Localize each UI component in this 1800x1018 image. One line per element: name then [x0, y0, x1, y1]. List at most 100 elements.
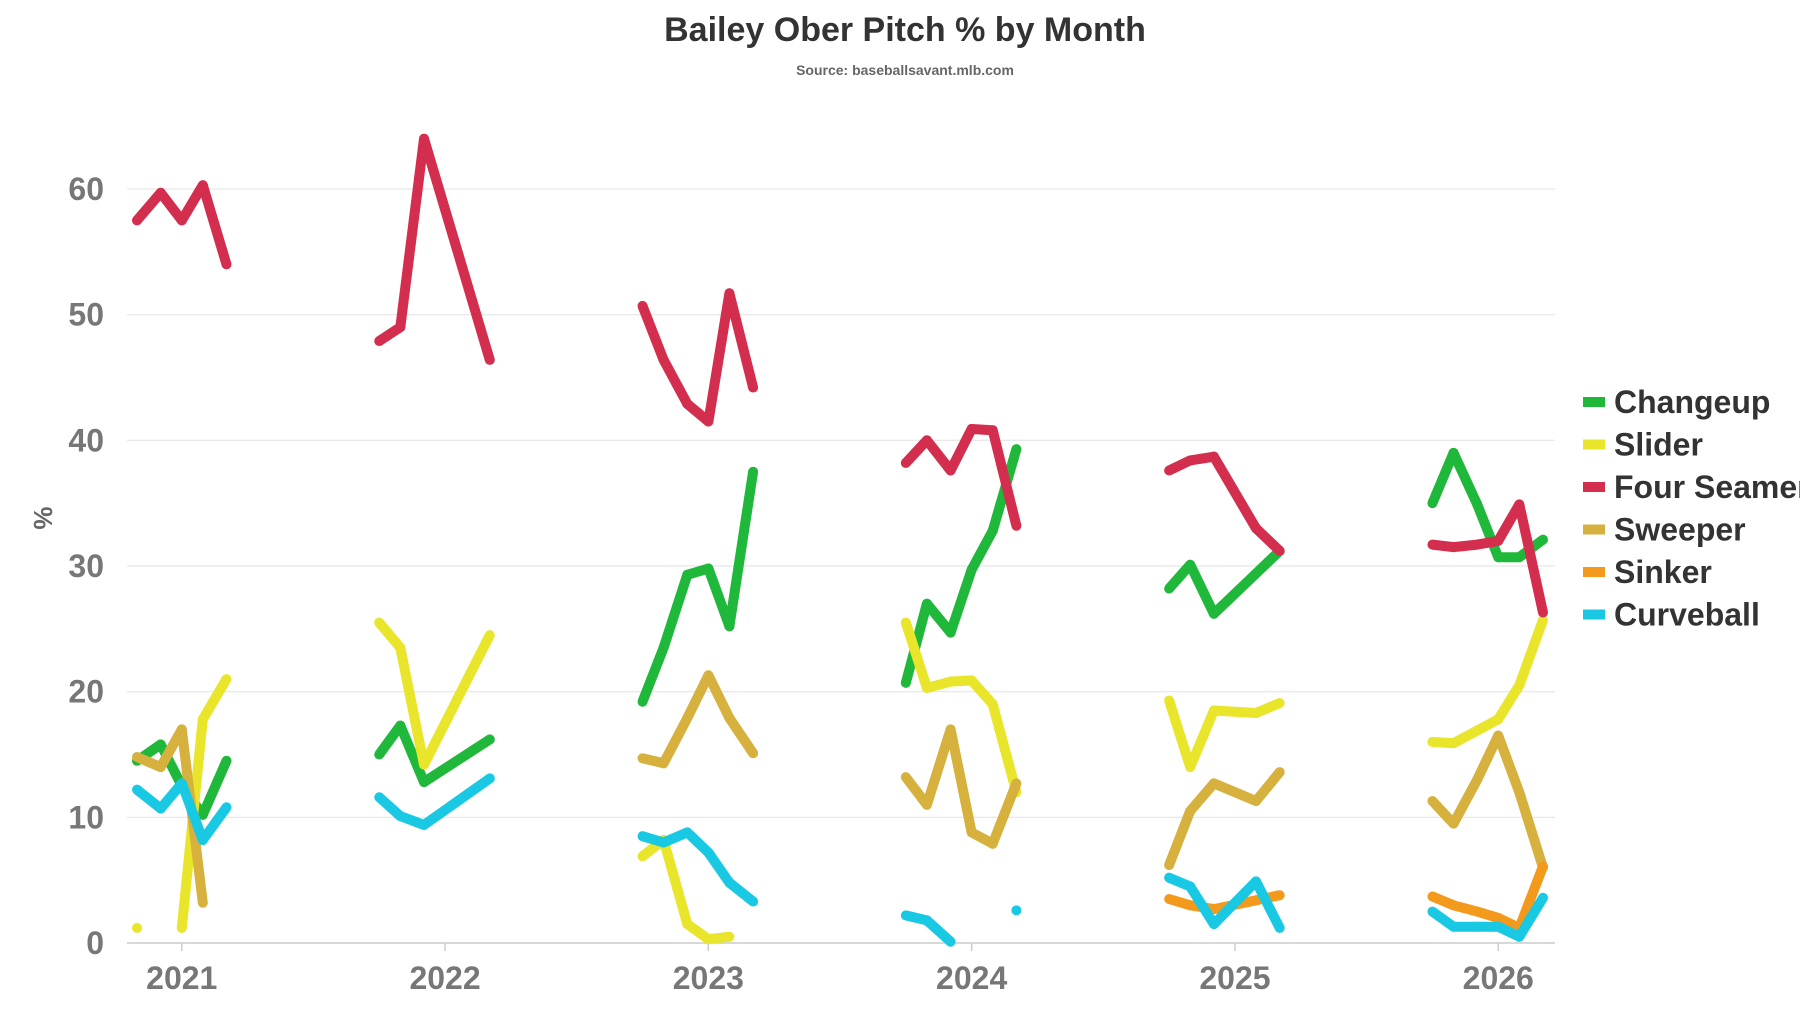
data-point — [418, 759, 429, 770]
data-point — [658, 642, 669, 653]
series-line — [1428, 730, 1548, 870]
data-point — [987, 525, 998, 536]
legend-item[interactable]: Changeup — [1583, 384, 1770, 420]
data-point — [703, 416, 714, 427]
data-point — [1493, 921, 1504, 932]
data-point — [1208, 778, 1219, 789]
data-point — [1274, 890, 1285, 901]
data-point — [748, 748, 759, 759]
series-line — [1164, 768, 1284, 867]
data-point — [637, 696, 648, 707]
data-point — [1185, 881, 1196, 892]
data-point — [1164, 695, 1175, 706]
data-point — [1538, 607, 1548, 618]
data-point — [484, 354, 495, 365]
series-sweeper — [132, 670, 1548, 908]
data-point — [374, 749, 385, 760]
data-point — [724, 877, 735, 888]
data-point — [945, 676, 956, 687]
data-point — [1448, 542, 1459, 553]
data-point — [1208, 608, 1219, 619]
data-point — [1514, 552, 1525, 563]
data-point — [1448, 738, 1459, 749]
legend-swatch — [1583, 482, 1605, 492]
series-line — [1166, 451, 1284, 555]
legend-item[interactable]: Four Seamer — [1583, 469, 1800, 505]
data-point — [945, 627, 956, 638]
data-point — [1448, 447, 1459, 458]
legend-swatch — [1583, 524, 1605, 535]
x-tick-label: 2024 — [936, 960, 1007, 996]
data-point — [1011, 778, 1022, 789]
y-axis-label: % — [28, 506, 58, 529]
data-point — [197, 809, 208, 820]
data-point — [221, 259, 232, 270]
data-point — [703, 934, 714, 945]
data-point — [966, 424, 977, 435]
data-point — [900, 772, 911, 783]
data-point — [197, 897, 208, 908]
chart-subtitle: Source: baseballsavant.mlb.com — [796, 62, 1014, 78]
data-point — [1164, 894, 1175, 905]
data-point — [682, 398, 693, 409]
series-line — [1165, 547, 1284, 619]
data-point — [1185, 455, 1196, 466]
series-line — [375, 619, 495, 770]
data-point — [1427, 498, 1438, 509]
data-point — [1164, 465, 1175, 476]
data-point — [1493, 552, 1504, 563]
data-point — [155, 803, 166, 814]
data-point — [1185, 559, 1196, 570]
data-point — [132, 752, 142, 763]
data-point — [418, 133, 429, 144]
data-point — [176, 778, 187, 789]
data-point — [221, 802, 232, 813]
data-point — [1251, 708, 1262, 719]
legend-label: Curveball — [1614, 597, 1760, 633]
data-point — [1185, 806, 1196, 817]
data-point — [484, 734, 495, 745]
y-tick-label: 50 — [68, 297, 104, 333]
series-line — [641, 670, 758, 769]
data-point — [1274, 697, 1285, 708]
data-point — [1185, 762, 1196, 773]
data-point — [395, 720, 406, 731]
data-point — [1514, 680, 1525, 691]
data-point — [374, 336, 385, 347]
data-point — [682, 569, 693, 580]
data-point — [1448, 921, 1459, 932]
data-point — [197, 180, 208, 191]
data-point — [1448, 818, 1459, 829]
data-point — [176, 724, 187, 735]
data-point — [1427, 736, 1438, 747]
series-line — [375, 774, 493, 830]
data-point — [637, 851, 648, 862]
data-point — [637, 300, 648, 311]
legend-item[interactable]: Slider — [1583, 427, 1703, 463]
x-axis-ticks: 2021 2022 2023 2024 2025 2026 — [146, 943, 1534, 996]
data-point — [987, 425, 998, 436]
legend-item[interactable]: Sinker — [1583, 554, 1712, 590]
series-slider — [132, 615, 1548, 945]
legend-item[interactable]: Curveball — [1583, 597, 1760, 633]
data-point — [1472, 774, 1483, 785]
legend-swatch — [1583, 397, 1605, 407]
data-point — [1274, 767, 1285, 778]
data-point — [1493, 912, 1504, 923]
data-point — [703, 670, 714, 681]
data-point — [132, 922, 142, 933]
data-point — [921, 598, 932, 609]
data-point — [900, 910, 911, 921]
data-point — [748, 466, 759, 477]
data-point — [1538, 861, 1548, 872]
data-point — [1427, 539, 1438, 550]
y-tick-label: 60 — [68, 171, 104, 207]
legend-item[interactable]: Sweeper — [1583, 512, 1746, 548]
data-point — [1251, 523, 1262, 534]
data-point — [1427, 906, 1438, 917]
data-point — [1427, 795, 1438, 806]
data-point — [1251, 876, 1262, 887]
data-point — [1538, 615, 1548, 626]
data-point — [724, 931, 735, 942]
